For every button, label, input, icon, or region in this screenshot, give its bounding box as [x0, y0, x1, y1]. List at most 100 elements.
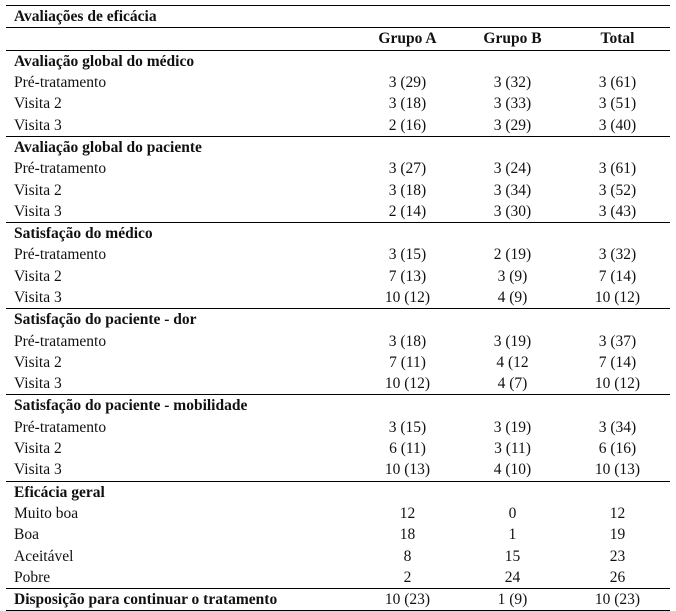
- table-cell: 3 (29): [388, 74, 427, 92]
- table-cell: Pobre: [6, 566, 355, 590]
- table-cell: 10 (23): [565, 588, 670, 611]
- table-cell: Boa: [14, 526, 39, 544]
- table-row: Avaliação global do médico: [6, 50, 670, 72]
- table-cell: 3 (19): [493, 332, 532, 350]
- table-cell: 23: [609, 547, 626, 565]
- table-row: Visita 2 7 (13) 3 (9) 7 (14): [6, 266, 670, 287]
- table-row: Satisfação do paciente - mobilidade: [6, 395, 670, 417]
- table-cell: 12: [609, 504, 626, 522]
- table-row: Visita 3 10 (12) 4 (7) 10 (12): [6, 373, 670, 396]
- table-cell: Visita 2: [14, 353, 62, 371]
- table-cell: Visita 2: [14, 267, 62, 285]
- table-cell: 15: [504, 547, 521, 565]
- table-cell: 3 (40): [565, 114, 670, 137]
- table-cell: 3 (27): [388, 160, 427, 178]
- table-row: Avaliações de eficácia: [6, 4, 670, 29]
- table-cell: 2 (19): [493, 246, 532, 264]
- table-row: Aceitável 8 15 23: [6, 545, 670, 566]
- table-cell: 10 (12): [355, 286, 460, 310]
- table-cell: Satisfação do paciente - dor: [14, 311, 197, 329]
- table-cell: 7 (14): [598, 267, 637, 285]
- table-cell: 12: [399, 504, 416, 522]
- table-row: Pobre 2 24 26: [6, 566, 670, 590]
- table-cell: Avaliação global do médico: [14, 52, 195, 70]
- table-cell: Eficácia geral: [14, 483, 105, 501]
- table-row: Disposição para continuar o tratamento 10…: [6, 588, 670, 611]
- table-cell: 2 (14): [355, 200, 460, 223]
- table-cell: Visita 3: [6, 459, 355, 482]
- table-row: Avaliação global do paciente: [6, 136, 670, 158]
- table-cell: 4 (9): [460, 286, 565, 310]
- table-cell: 10 (12): [355, 373, 460, 396]
- table-cell: 3 (15): [388, 246, 427, 264]
- table-cell: 6 (11): [389, 440, 426, 458]
- table-row: Visita 2 3 (18) 3 (33) 3 (51): [6, 93, 670, 114]
- table-row: Visita 3 10 (13) 4 (10) 10 (13): [6, 459, 670, 482]
- table-cell: Satisfação do médico: [14, 225, 153, 243]
- table-cell: Grupo A: [355, 27, 460, 51]
- table-row: Pré-tratamento 3 (18) 3 (19) 3 (37): [6, 330, 670, 351]
- table-cell: 3 (9): [497, 267, 528, 285]
- table-cell: Visita 3: [6, 373, 355, 396]
- table-cell: 3 (11): [494, 440, 531, 458]
- table-row: Eficácia geral: [6, 481, 670, 503]
- table-cell: 3 (32): [493, 74, 532, 92]
- table-cell: 3 (32): [598, 246, 637, 264]
- table-row: Visita 3 10 (12) 4 (9) 10 (12): [6, 286, 670, 310]
- table-cell: 19: [609, 526, 626, 544]
- table-cell: Pré-tratamento: [14, 418, 107, 436]
- table-cell: Visita 2: [14, 181, 62, 199]
- table-cell: 3 (19): [493, 418, 532, 436]
- table-cell: 3 (15): [388, 418, 427, 436]
- table-cell: 3 (37): [598, 332, 637, 350]
- table-cell: Pré-tratamento: [14, 246, 107, 264]
- table-row: Visita 2 3 (18) 3 (34) 3 (52): [6, 179, 670, 200]
- table-row: Pré-tratamento 3 (15) 2 (19) 3 (32): [6, 244, 670, 265]
- table-cell: 3 (61): [598, 160, 637, 178]
- table-cell: 3 (24): [493, 160, 532, 178]
- table-cell: 1: [508, 526, 517, 544]
- table-cell: Pré-tratamento: [14, 332, 107, 350]
- table-cell: Muito boa: [14, 504, 79, 522]
- table-cell: Grupo B: [460, 27, 565, 51]
- table-cell: 24: [460, 566, 565, 590]
- table-cell: 3 (43): [565, 200, 670, 223]
- table-cell: 1 (9): [460, 588, 565, 611]
- table-cell: 3 (29): [460, 114, 565, 137]
- table-cell: 18: [399, 526, 416, 544]
- table-cell: Avaliações de eficácia: [6, 4, 670, 29]
- table-cell: 4 (10): [460, 459, 565, 482]
- table-cell: 3 (51): [598, 95, 637, 113]
- table-cell: Satisfação do paciente - mobilidade: [14, 397, 248, 415]
- table-cell: 4 (7): [460, 373, 565, 396]
- table-cell: Disposição para continuar o tratamento: [6, 588, 355, 611]
- table-cell: Avaliação global do paciente: [14, 138, 202, 156]
- table-cell: 3 (30): [460, 200, 565, 223]
- table-cell: 3 (33): [493, 95, 532, 113]
- table-cell: 2 (16): [355, 114, 460, 137]
- table-cell: Visita 3: [6, 200, 355, 223]
- table-cell: 26: [565, 566, 670, 590]
- table-cell: 3 (61): [598, 74, 637, 92]
- table-row: Visita 2 6 (11) 3 (11) 6 (16): [6, 438, 670, 459]
- table-cell: 2: [355, 566, 460, 590]
- table-cell: Visita 3: [6, 286, 355, 310]
- table-cell: 10 (12): [565, 286, 670, 310]
- table-row: Muito boa 12 0 12: [6, 503, 670, 524]
- table-row: Visita 2 7 (11) 4 (12 7 (14): [6, 352, 670, 373]
- table-cell: 6 (16): [598, 440, 637, 458]
- table-cell: 3 (18): [388, 181, 427, 199]
- table-cell: 7 (14): [598, 353, 637, 371]
- table-cell: Total: [565, 27, 670, 51]
- table-row: Grupo A Grupo B Total: [6, 27, 670, 51]
- table-row: Pré-tratamento 3 (15) 3 (19) 3 (34): [6, 417, 670, 438]
- table-cell: 3 (34): [598, 418, 637, 436]
- table-cell: 3 (52): [598, 181, 637, 199]
- table-cell: 8: [403, 547, 412, 565]
- table-cell: Pré-tratamento: [14, 160, 107, 178]
- table-cell: 7 (11): [389, 353, 426, 371]
- table-cell: 3 (34): [493, 181, 532, 199]
- table-row: Satisfação do paciente - dor: [6, 309, 670, 331]
